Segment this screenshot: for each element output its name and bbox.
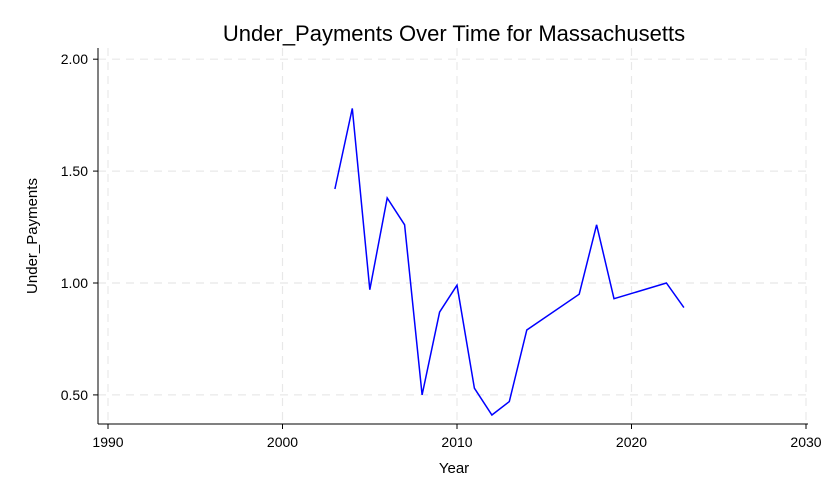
y-tick-label: 1.50 bbox=[61, 163, 88, 179]
tick-marks: 0.50 1.00 1.50 2.00 1990 2000 2010 2020 2030 bbox=[61, 51, 822, 450]
x-tick-label: 1990 bbox=[92, 434, 123, 450]
x-tick-label: 2020 bbox=[616, 434, 647, 450]
y-tick-label: 0.50 bbox=[61, 387, 88, 403]
y-tick-label: 1.00 bbox=[61, 275, 88, 291]
y-tick-label: 2.00 bbox=[61, 51, 88, 67]
series-line bbox=[334, 108, 685, 417]
x-tick-label: 2000 bbox=[267, 434, 298, 450]
chart-title: Under_Payments Over Time for Massachuset… bbox=[223, 21, 685, 46]
y-axis-label: Under_Payments bbox=[24, 178, 41, 294]
x-axis-label: Year bbox=[439, 460, 469, 477]
series-layer bbox=[334, 108, 685, 417]
x-tick-label: 2030 bbox=[790, 434, 821, 450]
axes bbox=[97, 48, 808, 425]
x-tick-label: 2010 bbox=[441, 434, 472, 450]
grid-lines bbox=[98, 48, 808, 424]
